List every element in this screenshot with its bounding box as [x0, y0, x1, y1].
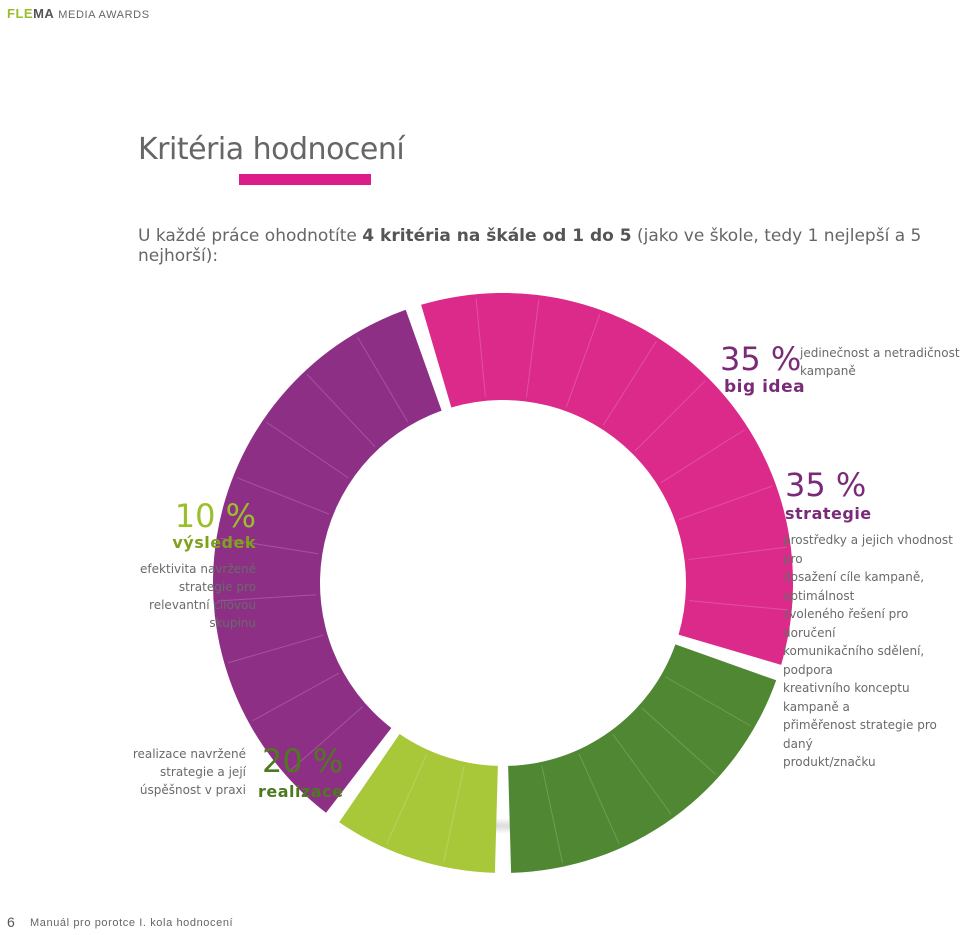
segment-pattern-line [306, 374, 376, 448]
page-title: Kritéria hodnocení [138, 132, 405, 167]
intro-text: U každé práce ohodnotíte 4 kritéria na š… [138, 226, 960, 266]
segment-pattern-line [220, 537, 319, 555]
big-idea-desc-line: jedinečnost a netradičnost [800, 346, 960, 360]
strategie-desc-line: přiměřenost strategie pro daný [783, 718, 937, 751]
vysledek-description: efektivita navržené strategie pro releva… [100, 560, 256, 632]
page-number: 6 [7, 914, 15, 930]
realizace-label: realizace [258, 782, 344, 801]
segment-pattern-line [578, 753, 620, 845]
vysledek-desc-line: efektivita navržené [140, 562, 256, 576]
brand-part2: MA [33, 6, 55, 21]
segment-pattern-line [689, 600, 788, 611]
segment-pattern-line [266, 421, 349, 479]
segment-pattern-line [217, 594, 317, 602]
segment-pattern-line [602, 341, 657, 426]
big-idea-desc-line: kampaně [800, 364, 856, 378]
segment-pattern-line [475, 298, 486, 397]
title-underline [239, 174, 371, 185]
strategie-desc-line: komunikačního sdělení, podpora [783, 644, 925, 677]
big-idea-description: jedinečnost a netradičnost kampaně [800, 344, 960, 380]
vysledek-percent: 10 % [174, 497, 256, 535]
brand-part3: MEDIA AWARDS [58, 9, 150, 21]
realizace-desc-line: úspěšnost v praxi [139, 783, 246, 797]
realizace-percent: 20 % [262, 742, 344, 780]
donut-segment-big-idea [212, 309, 442, 813]
segment-pattern-line [288, 706, 364, 773]
segment-pattern-line [634, 380, 706, 452]
strategie-label: strategie [785, 504, 872, 523]
segment-pattern-line [678, 485, 773, 521]
segment-pattern-line [228, 634, 324, 664]
segment-pattern-line [386, 753, 428, 845]
vysledek-label: výsledek [172, 533, 256, 552]
realizace-desc-line: realizace navržené [132, 747, 246, 761]
segment-pattern-line [356, 336, 409, 423]
realizace-desc-line: strategie a její [159, 765, 246, 779]
intro-bold: 4 kritéria na škále od 1 do 5 [362, 226, 632, 246]
strategie-desc-line: kreativního konceptu kampaně a [783, 681, 910, 714]
big-idea-percent: 35 % [720, 340, 802, 378]
vysledek-desc-line: relevantní cílovou skupinu [149, 598, 256, 630]
segment-pattern-line [236, 477, 330, 515]
segment-pattern-line [612, 733, 672, 815]
segment-pattern-line [664, 676, 751, 727]
strategie-description: prostředky a jejich vhodnost pro dosažen… [783, 531, 960, 772]
donut-segment-realizace [508, 644, 777, 873]
donut-segment-strategie [421, 293, 793, 665]
segment-pattern-line [541, 765, 563, 863]
strategie-percent: 35 % [785, 466, 867, 504]
segment-pattern-line [443, 765, 465, 863]
strategie-desc-line: produkt/značku [783, 755, 876, 769]
segment-pattern-line [525, 299, 540, 398]
intro-suffix: (jako ve škole, tedy 1 nejlepší a 5 nejh… [138, 226, 922, 266]
vysledek-desc-line: strategie pro [178, 580, 256, 594]
footer-text: Manuál pro porotce I. kola hodnocení [30, 917, 234, 929]
donut-segment-výsledek [339, 733, 498, 873]
segment-pattern-line [641, 707, 716, 775]
strategie-desc-line: prostředky a jejich vhodnost pro [783, 533, 953, 566]
segment-pattern-line [688, 546, 787, 561]
brand-logo: FLEMA MEDIA AWARDS [7, 6, 150, 21]
segment-pattern-line [252, 672, 340, 722]
strategie-desc-line: zvoleného řešení pro doručení [783, 607, 909, 640]
segment-pattern-line [565, 313, 601, 408]
strategie-desc-line: dosažení cíle kampaně, optimálnost [783, 570, 925, 603]
segment-pattern-line [660, 429, 745, 484]
big-idea-label: big idea [724, 377, 806, 397]
realizace-description: realizace navržené strategie a její úspě… [120, 745, 246, 799]
brand-part1: FLE [7, 6, 34, 21]
intro-prefix: U každé práce ohodnotíte [138, 226, 363, 246]
